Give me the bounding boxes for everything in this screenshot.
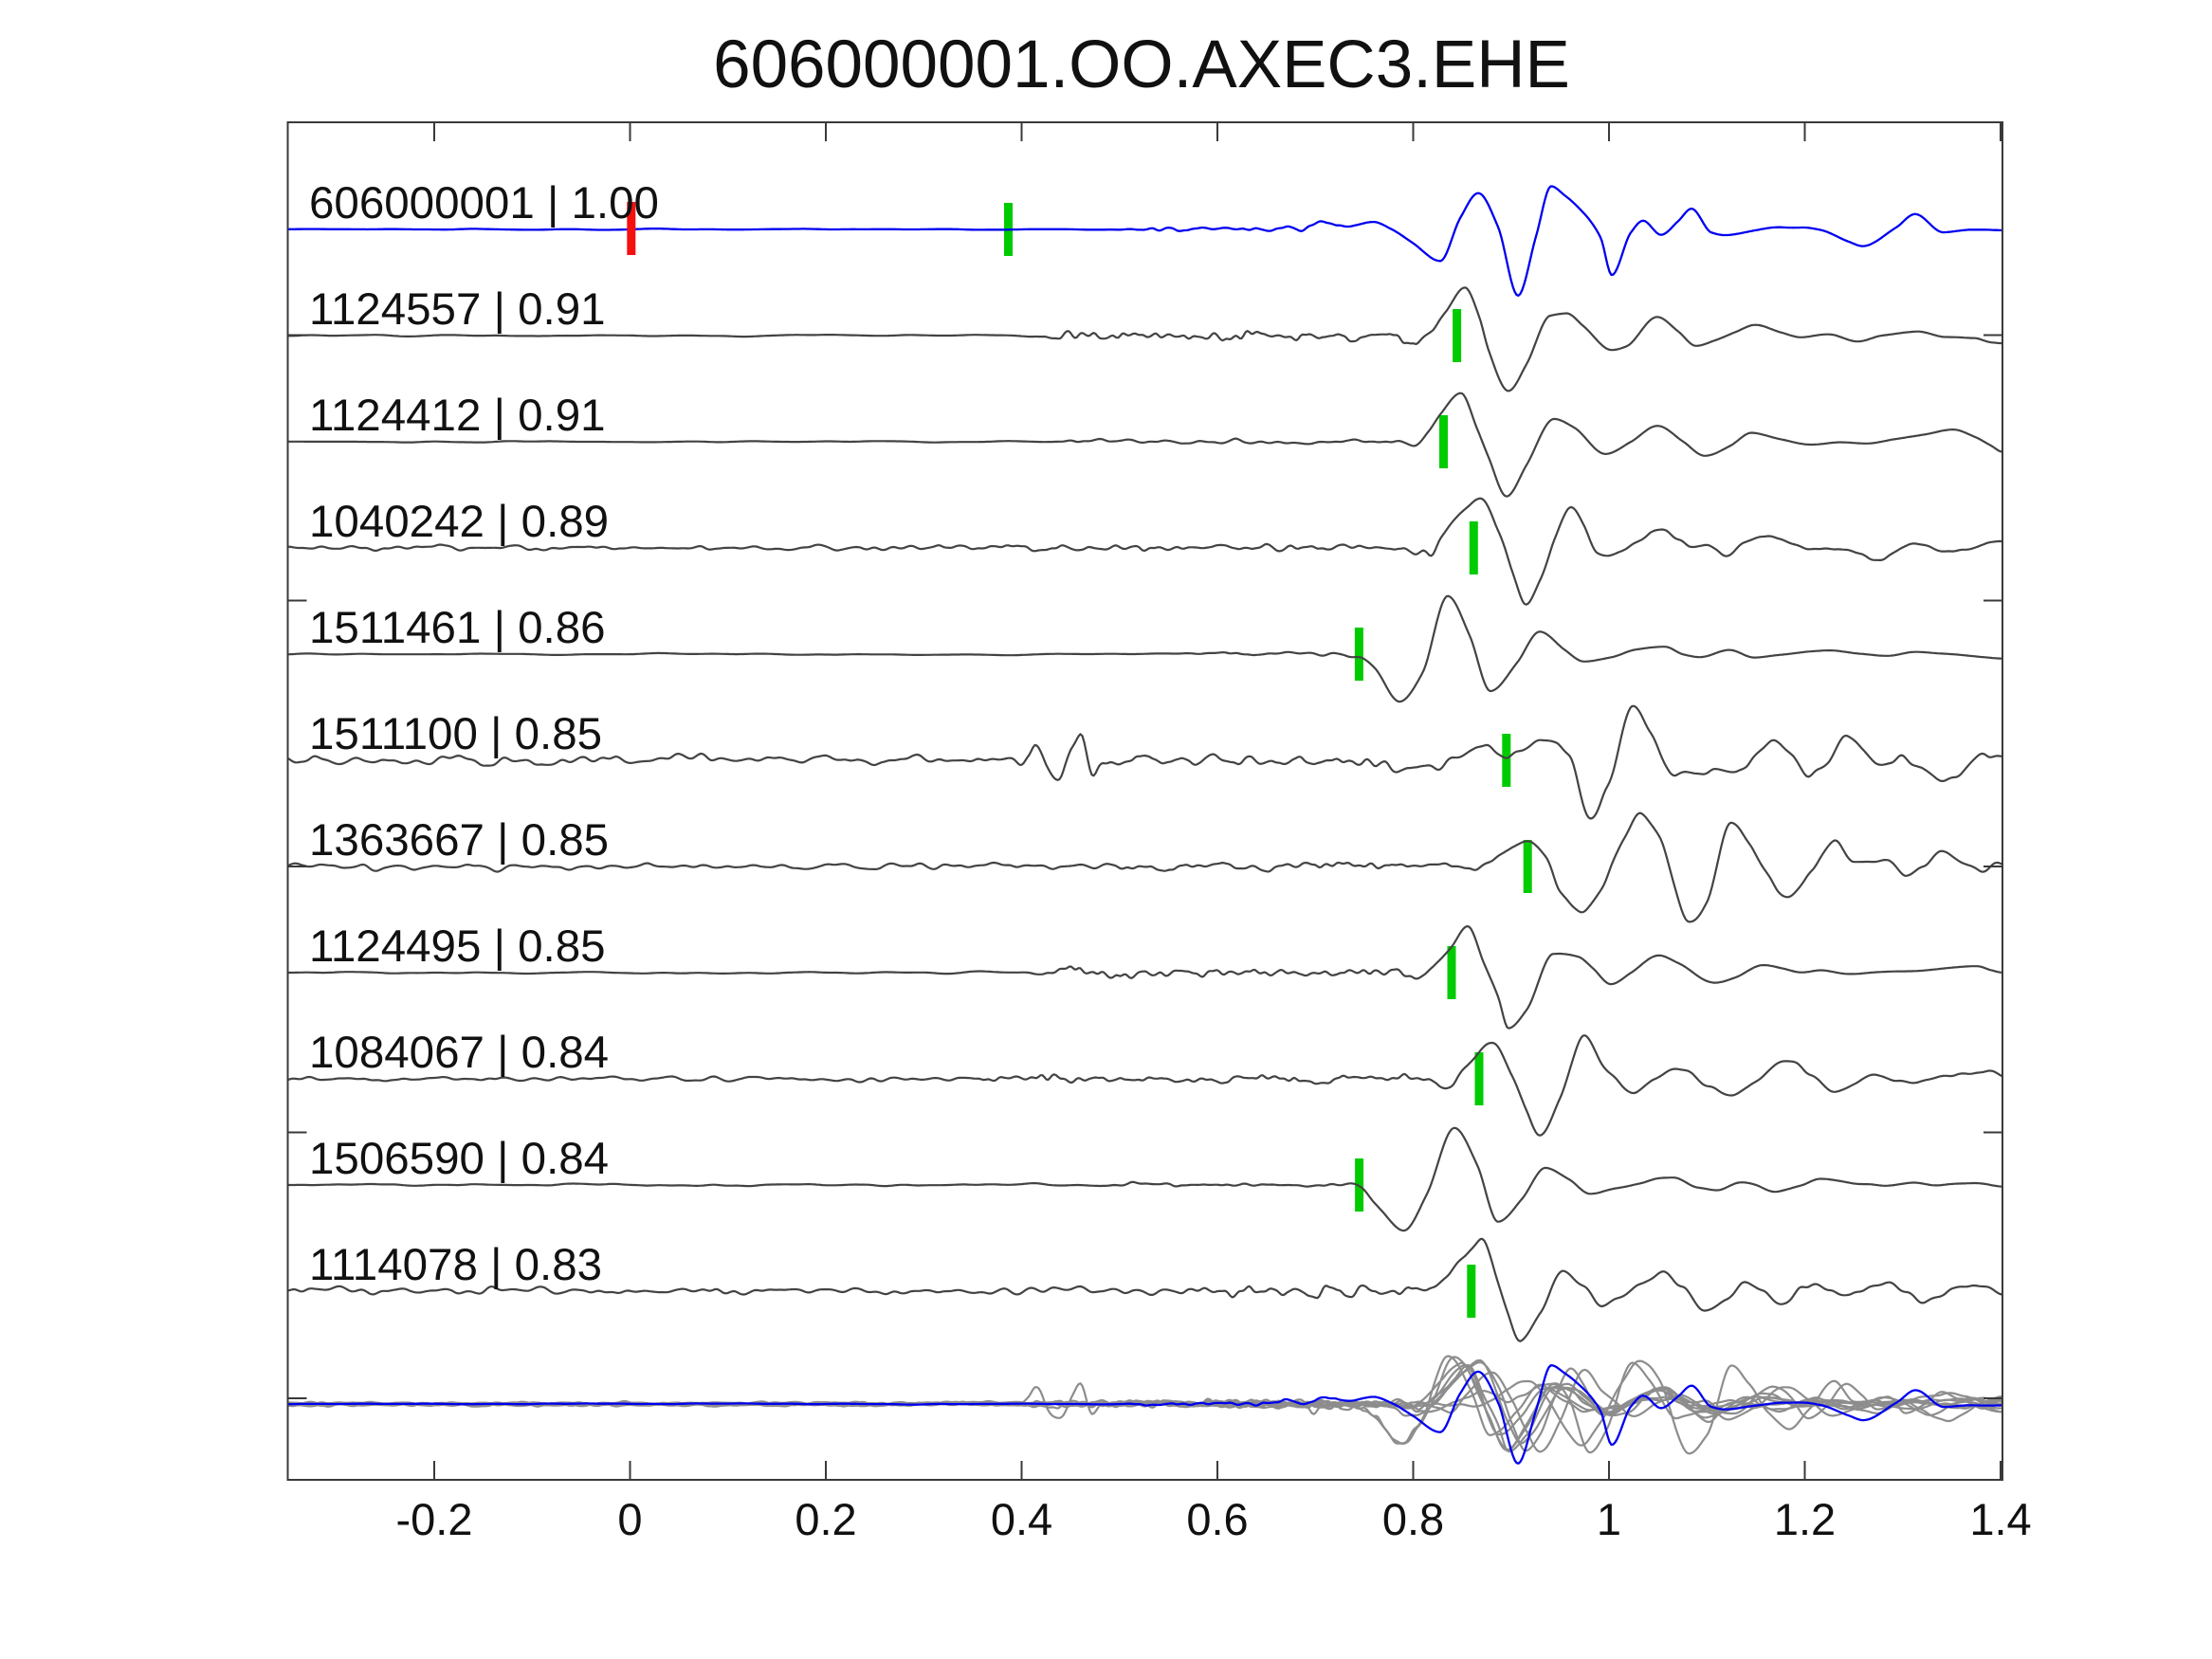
svg-text:606000001 | 1.00: 606000001 | 1.00 xyxy=(309,178,659,228)
svg-text:-0.2: -0.2 xyxy=(396,1494,473,1544)
svg-text:1124557 | 0.91: 1124557 | 0.91 xyxy=(309,284,606,335)
svg-text:1.2: 1.2 xyxy=(1774,1494,1836,1544)
svg-text:1363667 | 0.85: 1363667 | 0.85 xyxy=(309,815,609,866)
svg-text:1.4: 1.4 xyxy=(1969,1494,2031,1544)
svg-text:0.8: 0.8 xyxy=(1382,1494,1444,1544)
svg-text:1040242 | 0.89: 1040242 | 0.89 xyxy=(309,497,609,547)
svg-text:0.4: 0.4 xyxy=(991,1494,1052,1544)
svg-text:1511100 | 0.85: 1511100 | 0.85 xyxy=(309,709,602,759)
svg-text:0: 0 xyxy=(617,1494,642,1544)
svg-text:606000001.OO.AXEC3.EHE: 606000001.OO.AXEC3.EHE xyxy=(713,27,1570,102)
svg-text:1124412 | 0.91: 1124412 | 0.91 xyxy=(309,391,606,441)
svg-text:0.2: 0.2 xyxy=(795,1494,856,1544)
svg-text:1114078 | 0.83: 1114078 | 0.83 xyxy=(309,1240,602,1290)
svg-text:0.6: 0.6 xyxy=(1186,1494,1248,1544)
svg-text:1: 1 xyxy=(1597,1494,1621,1544)
svg-text:1124495 | 0.85: 1124495 | 0.85 xyxy=(309,921,606,972)
svg-text:1511461 | 0.86: 1511461 | 0.86 xyxy=(309,603,606,653)
svg-text:1084067 | 0.84: 1084067 | 0.84 xyxy=(309,1028,609,1078)
svg-text:1506590 | 0.84: 1506590 | 0.84 xyxy=(309,1134,609,1184)
